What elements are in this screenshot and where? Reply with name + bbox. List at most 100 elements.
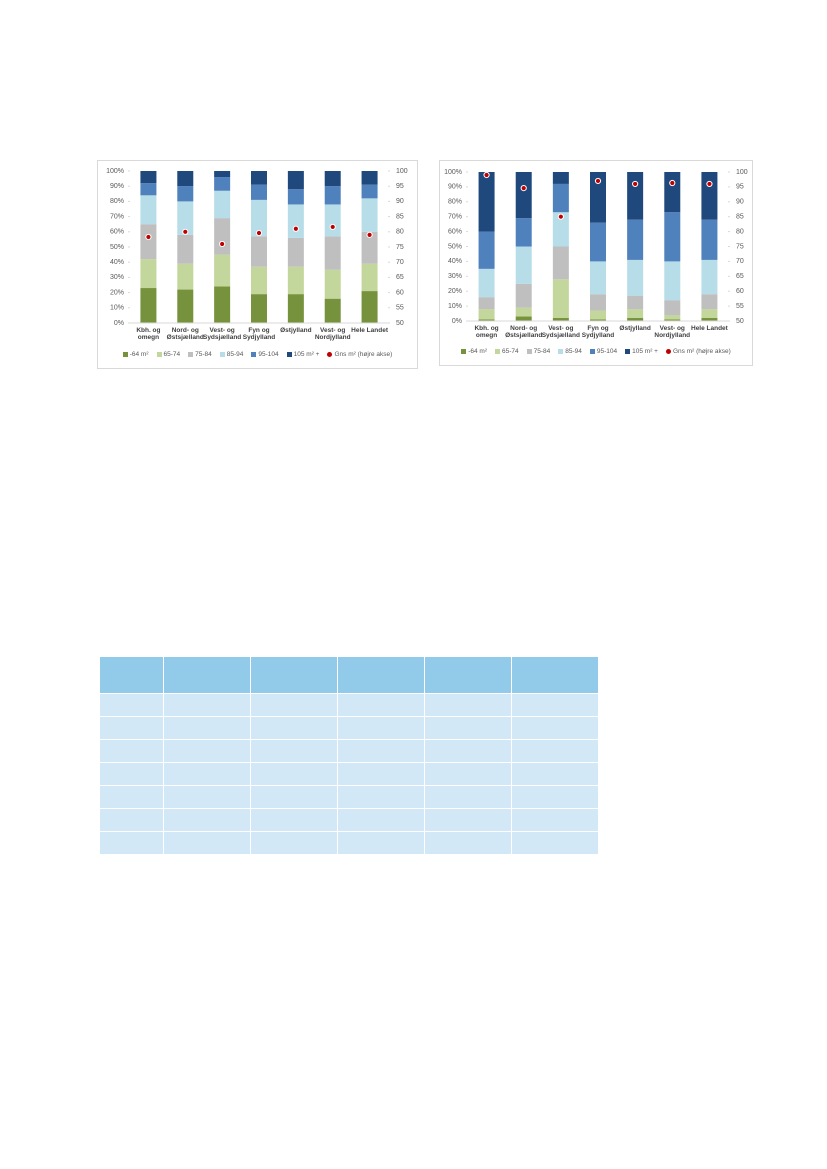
y-tick-label: 60% <box>448 228 462 235</box>
y-tick-label: 40% <box>110 259 124 266</box>
legend: -64 m² 65-74 75-84 85-94 95-104 105 m² + Gns m… <box>97 351 418 358</box>
bar-segment <box>552 183 569 213</box>
legend-item: -64 m² <box>461 348 487 355</box>
bar-segment <box>664 212 681 262</box>
avg-dot <box>145 233 152 241</box>
bar-segment <box>627 259 644 296</box>
bar-segment <box>590 172 606 223</box>
y-tick-label: 0% <box>452 318 462 325</box>
y-tick-label: 0% <box>114 320 124 327</box>
bar-segment <box>478 319 495 321</box>
y-tick-label: 50% <box>448 243 462 250</box>
bar-segment <box>590 222 606 262</box>
legend-marker <box>122 352 128 357</box>
bar-segment <box>140 171 157 184</box>
y2-tick-label: 65 <box>736 273 744 280</box>
legend-item: 65-74 <box>156 351 180 358</box>
bar-segment <box>287 204 304 238</box>
bar-segment <box>361 291 378 323</box>
chart-frame <box>97 160 418 369</box>
y2-tick-label: 50 <box>396 320 404 327</box>
legend-marker <box>665 349 671 354</box>
bar-segment <box>590 294 606 311</box>
bar-segment <box>478 172 495 232</box>
bar-segment <box>214 218 231 255</box>
legend-label: 95-104 <box>596 348 618 355</box>
bar-segment <box>251 294 267 323</box>
legend-marker <box>526 349 532 354</box>
bar-segment <box>140 195 157 225</box>
bar-segment <box>664 315 681 320</box>
bar-segment <box>361 231 378 264</box>
legend-marker <box>188 352 194 357</box>
x-tick-label: Vest- og Sydsjælland <box>202 327 242 341</box>
legend-label: Gns m² (højre akse) <box>334 351 393 358</box>
bar-segment <box>214 177 231 191</box>
bar-segment <box>251 199 267 237</box>
bar-segment <box>324 171 341 187</box>
bar-segment <box>251 266 267 295</box>
y2-tick-label: 80 <box>396 229 404 236</box>
y2-tick-label: 95 <box>396 183 404 190</box>
y-tick-label: 80% <box>448 199 462 206</box>
legend-item: 65-74 <box>495 348 519 355</box>
x-tick-label: Nord- og Østsjælland <box>166 327 204 341</box>
bar-segment <box>664 172 681 213</box>
legend-label: 85-94 <box>226 351 244 358</box>
x-tick-label: Hele Landet <box>351 327 388 334</box>
avg-dot <box>255 229 263 237</box>
bar-segment <box>214 190 231 219</box>
bar-segment <box>515 316 532 321</box>
avg-dot <box>594 177 602 185</box>
y-tick-label: 70% <box>448 214 462 221</box>
avg-dot <box>669 179 676 187</box>
bar-segment <box>552 318 569 321</box>
legend-marker <box>251 352 257 357</box>
bar-segment <box>627 219 644 260</box>
legend-marker <box>327 352 333 357</box>
y2-tick-label: 55 <box>736 303 744 310</box>
chart-frame <box>439 160 753 366</box>
bar-segment <box>287 171 304 190</box>
bar-segment <box>664 300 681 316</box>
y-tick-label: 30% <box>448 273 462 280</box>
bar-segment <box>552 172 569 184</box>
bar-segment <box>552 246 569 280</box>
legend-marker <box>286 352 292 357</box>
y2-tick-label: 60 <box>396 289 404 296</box>
bar-segment <box>177 171 194 187</box>
legend-label: 105 m² + <box>632 348 658 355</box>
y-tick-label: 90% <box>110 183 124 190</box>
x-tick-label: Fyn og Sydjylland <box>242 327 276 341</box>
bar-segment <box>478 268 495 298</box>
y-tick-label: 60% <box>110 229 124 236</box>
bar-segment <box>590 319 606 321</box>
avg-dot <box>557 213 564 220</box>
legend-marker <box>156 352 162 357</box>
y2-tick-label: 50 <box>736 318 744 325</box>
legend-item: 85-94 <box>219 351 244 358</box>
avg-dot <box>329 223 336 231</box>
bar-segment <box>701 294 718 310</box>
y-tick-label: 20% <box>110 289 124 296</box>
bar-segment <box>515 172 532 219</box>
legend-label: 75-84 <box>533 348 551 355</box>
y2-tick-label: 100 <box>736 169 748 176</box>
y-tick-label: 80% <box>110 198 124 205</box>
y-tick-label: 100% <box>444 169 462 176</box>
bar-segment <box>214 171 231 178</box>
bar-segment <box>214 254 231 287</box>
bar-segment <box>627 309 644 319</box>
bar-segment <box>177 263 194 290</box>
bar-segment <box>177 201 194 235</box>
legend-marker <box>589 349 595 354</box>
bar-segment <box>324 186 341 205</box>
legend-label: -64 m² <box>129 351 149 358</box>
avg-dot <box>632 180 639 188</box>
bar-segment <box>287 237 304 267</box>
legend-label: -64 m² <box>468 348 487 355</box>
avg-dot <box>706 180 713 188</box>
bar-segment <box>287 189 304 205</box>
bar-segment <box>361 263 378 292</box>
